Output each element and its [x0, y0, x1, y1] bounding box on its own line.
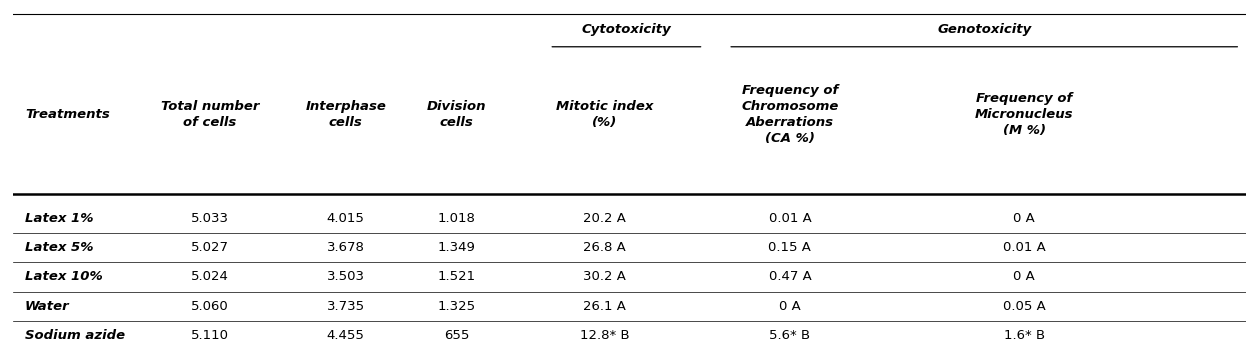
Text: Genotoxicity: Genotoxicity	[937, 23, 1031, 36]
Text: Mitotic index
(%): Mitotic index (%)	[556, 100, 653, 129]
Text: 0 A: 0 A	[1013, 211, 1035, 225]
Text: 30.2 A: 30.2 A	[583, 270, 626, 283]
Text: Interphase
cells: Interphase cells	[305, 100, 387, 129]
Text: 0.05 A: 0.05 A	[1003, 300, 1046, 313]
Text: Latex 10%: Latex 10%	[25, 270, 103, 283]
Text: 0.15 A: 0.15 A	[768, 241, 811, 254]
Text: Frequency of
Micronucleus
(M %): Frequency of Micronucleus (M %)	[974, 92, 1074, 137]
Text: 3.503: 3.503	[327, 270, 365, 283]
Text: 4.455: 4.455	[327, 329, 365, 342]
Text: 1.6* B: 1.6* B	[1003, 329, 1045, 342]
Text: 0.47 A: 0.47 A	[768, 270, 811, 283]
Text: 4.015: 4.015	[327, 211, 365, 225]
Text: 26.1 A: 26.1 A	[583, 300, 626, 313]
Text: Division
cells: Division cells	[427, 100, 486, 129]
Text: 0 A: 0 A	[1013, 270, 1035, 283]
Text: Frequency of
Chromosome
Aberrations
(CA %): Frequency of Chromosome Aberrations (CA …	[742, 84, 838, 145]
Text: 5.060: 5.060	[191, 300, 229, 313]
Text: Total number
of cells: Total number of cells	[161, 100, 259, 129]
Text: 1.018: 1.018	[438, 211, 476, 225]
Text: 655: 655	[444, 329, 470, 342]
Text: 5.6* B: 5.6* B	[769, 329, 811, 342]
Text: 5.027: 5.027	[191, 241, 229, 254]
Text: Cytotoxicity: Cytotoxicity	[582, 23, 671, 36]
Text: 5.110: 5.110	[191, 329, 229, 342]
Text: Water: Water	[25, 300, 69, 313]
Text: Latex 1%: Latex 1%	[25, 211, 93, 225]
Text: 0 A: 0 A	[779, 300, 801, 313]
Text: 12.8* B: 12.8* B	[580, 329, 630, 342]
Text: 20.2 A: 20.2 A	[583, 211, 626, 225]
Text: 1.325: 1.325	[438, 300, 476, 313]
Text: 3.735: 3.735	[326, 300, 365, 313]
Text: 5.024: 5.024	[191, 270, 229, 283]
Text: 0.01 A: 0.01 A	[768, 211, 811, 225]
Text: 0.01 A: 0.01 A	[1003, 241, 1046, 254]
Text: Latex 5%: Latex 5%	[25, 241, 93, 254]
Text: 1.349: 1.349	[438, 241, 476, 254]
Text: 3.678: 3.678	[327, 241, 365, 254]
Text: 26.8 A: 26.8 A	[583, 241, 626, 254]
Text: 1.521: 1.521	[438, 270, 476, 283]
Text: 5.033: 5.033	[191, 211, 229, 225]
Text: Treatments: Treatments	[25, 108, 110, 121]
Text: Sodium azide: Sodium azide	[25, 329, 125, 342]
